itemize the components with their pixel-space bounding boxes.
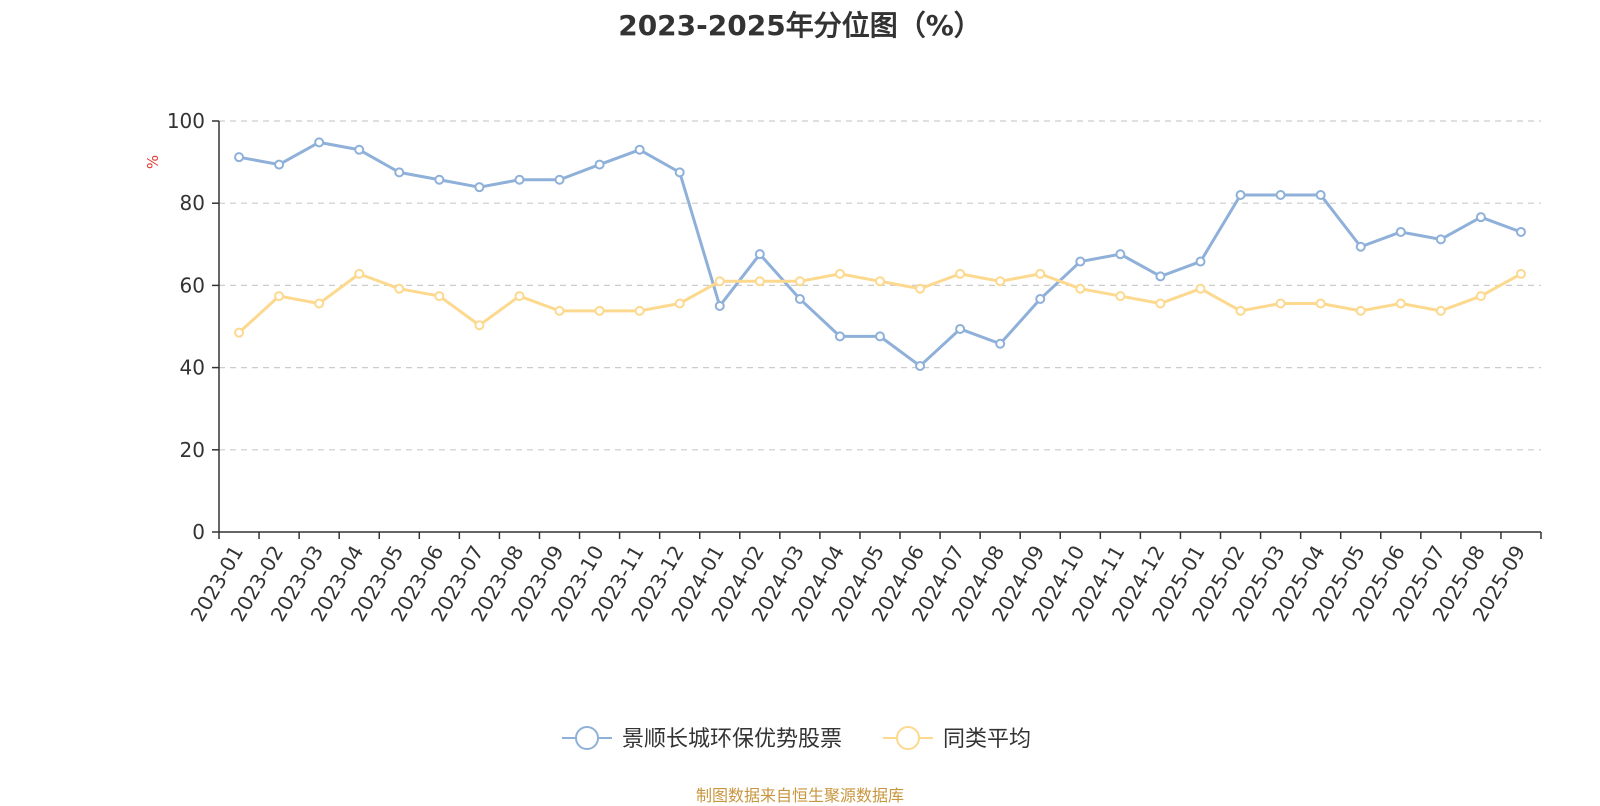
y-tick-label: 60 xyxy=(180,273,205,297)
data-point-series-1 xyxy=(474,182,485,193)
data-point-series-2 xyxy=(1395,298,1406,309)
data-point-series-1 xyxy=(1355,241,1366,252)
data-point-series-1 xyxy=(834,331,845,342)
data-point-series-1 xyxy=(634,144,645,155)
data-point-series-1 xyxy=(1395,226,1406,237)
data-point-series-2 xyxy=(554,305,565,316)
data-point-series-1 xyxy=(995,338,1006,349)
data-point-series-1 xyxy=(915,360,926,371)
data-point-series-2 xyxy=(1475,291,1486,302)
data-point-series-1 xyxy=(394,167,405,178)
data-point-series-1 xyxy=(1075,256,1086,267)
data-point-series-1 xyxy=(1035,293,1046,304)
y-tick-label: 0 xyxy=(192,520,205,544)
data-point-series-1 xyxy=(594,159,605,170)
data-point-series-1 xyxy=(274,159,285,170)
data-point-series-1 xyxy=(434,174,445,185)
data-point-series-2 xyxy=(1315,298,1326,309)
data-point-series-2 xyxy=(834,268,845,279)
data-point-series-2 xyxy=(1435,305,1446,316)
data-point-series-1 xyxy=(1115,249,1126,260)
data-point-series-1 xyxy=(1155,271,1166,282)
data-point-series-2 xyxy=(1515,268,1526,279)
data-point-series-2 xyxy=(234,327,245,338)
data-point-series-1 xyxy=(714,300,725,311)
legend-marker-2 xyxy=(896,726,920,750)
y-tick-label: 40 xyxy=(180,356,205,380)
data-point-series-2 xyxy=(955,268,966,279)
data-point-series-2 xyxy=(514,291,525,302)
legend-label-1: 景顺长城环保优势股票 xyxy=(622,727,842,752)
data-point-series-2 xyxy=(634,305,645,316)
chart-title: 2023-2025年分位图（%） xyxy=(618,9,982,42)
data-point-series-1 xyxy=(354,144,365,155)
data-point-series-2 xyxy=(1195,283,1206,294)
data-point-series-1 xyxy=(794,293,805,304)
y-tick-label: 80 xyxy=(180,191,205,215)
data-point-series-2 xyxy=(274,291,285,302)
data-point-series-2 xyxy=(915,283,926,294)
data-point-series-2 xyxy=(314,298,325,309)
data-point-series-2 xyxy=(1075,283,1086,294)
data-point-series-2 xyxy=(1155,298,1166,309)
data-point-series-2 xyxy=(434,291,445,302)
data-point-series-1 xyxy=(314,137,325,148)
data-point-series-2 xyxy=(474,320,485,331)
data-point-series-2 xyxy=(1235,305,1246,316)
data-point-series-1 xyxy=(875,331,885,342)
data-point-series-1 xyxy=(1515,226,1526,237)
data-point-series-2 xyxy=(354,268,365,279)
legend-label-2: 同类平均 xyxy=(943,727,1031,752)
data-point-series-1 xyxy=(674,167,685,178)
data-point-series-2 xyxy=(1275,298,1286,309)
data-point-series-1 xyxy=(1275,189,1286,200)
data-point-series-2 xyxy=(1035,268,1046,279)
data-point-series-2 xyxy=(714,276,725,287)
data-point-series-1 xyxy=(955,323,966,334)
legend-marker-1 xyxy=(575,726,599,750)
data-point-series-2 xyxy=(754,276,765,287)
data-point-series-1 xyxy=(1475,212,1486,223)
y-tick-label: 100 xyxy=(167,109,205,133)
data-point-series-2 xyxy=(594,305,605,316)
data-point-series-1 xyxy=(754,249,765,260)
data-point-series-1 xyxy=(1235,189,1246,200)
y-tick-label: 20 xyxy=(180,438,205,462)
data-point-series-2 xyxy=(394,283,405,294)
data-point-series-2 xyxy=(875,276,885,287)
data-point-series-2 xyxy=(674,298,685,309)
data-point-series-2 xyxy=(794,276,805,287)
data-point-series-2 xyxy=(1355,305,1366,316)
data-point-series-1 xyxy=(1435,234,1446,245)
data-point-series-1 xyxy=(1315,189,1326,200)
data-point-series-1 xyxy=(554,174,565,185)
data-point-series-1 xyxy=(1195,256,1206,267)
data-source-note: 制图数据来自恒生聚源数据库 xyxy=(695,786,904,805)
data-point-series-1 xyxy=(234,152,245,163)
data-point-series-2 xyxy=(1115,291,1126,302)
data-point-series-2 xyxy=(995,276,1006,287)
y-axis-label: % xyxy=(144,155,162,169)
data-point-series-1 xyxy=(514,174,525,185)
